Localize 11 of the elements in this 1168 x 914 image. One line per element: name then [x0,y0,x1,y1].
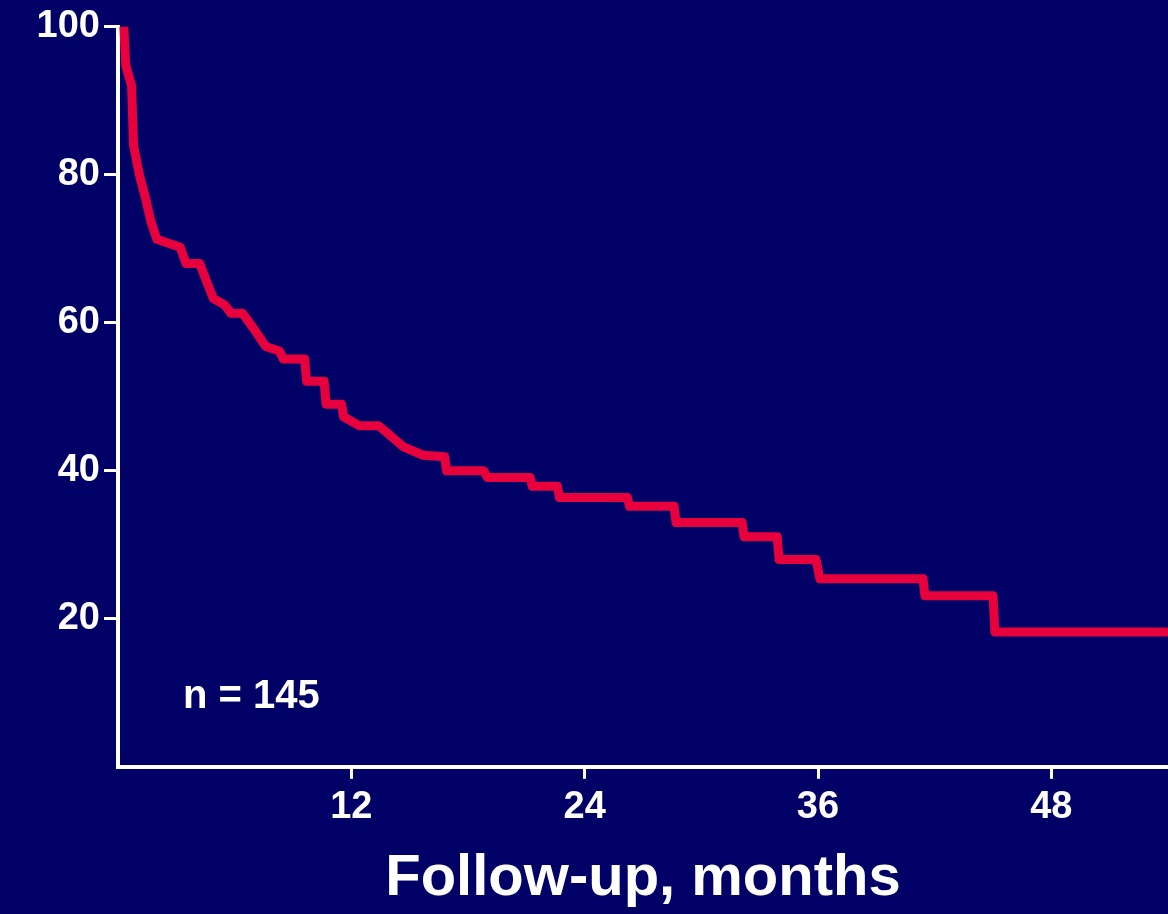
y-tick-label: 60 [57,299,100,342]
y-tick-label: 20 [57,595,100,638]
x-tick-label: 48 [1030,784,1073,827]
x-tick-label: 36 [796,784,840,827]
annotation: n = 145 [183,671,320,716]
x-tick-label: 12 [330,784,373,827]
x-tick-label: 24 [563,784,606,827]
y-tick-label: 100 [36,3,100,46]
y-tick-label: 80 [57,151,100,194]
x-axis-title: Follow-up, months [385,842,901,908]
y-tick-label: 40 [57,447,100,490]
